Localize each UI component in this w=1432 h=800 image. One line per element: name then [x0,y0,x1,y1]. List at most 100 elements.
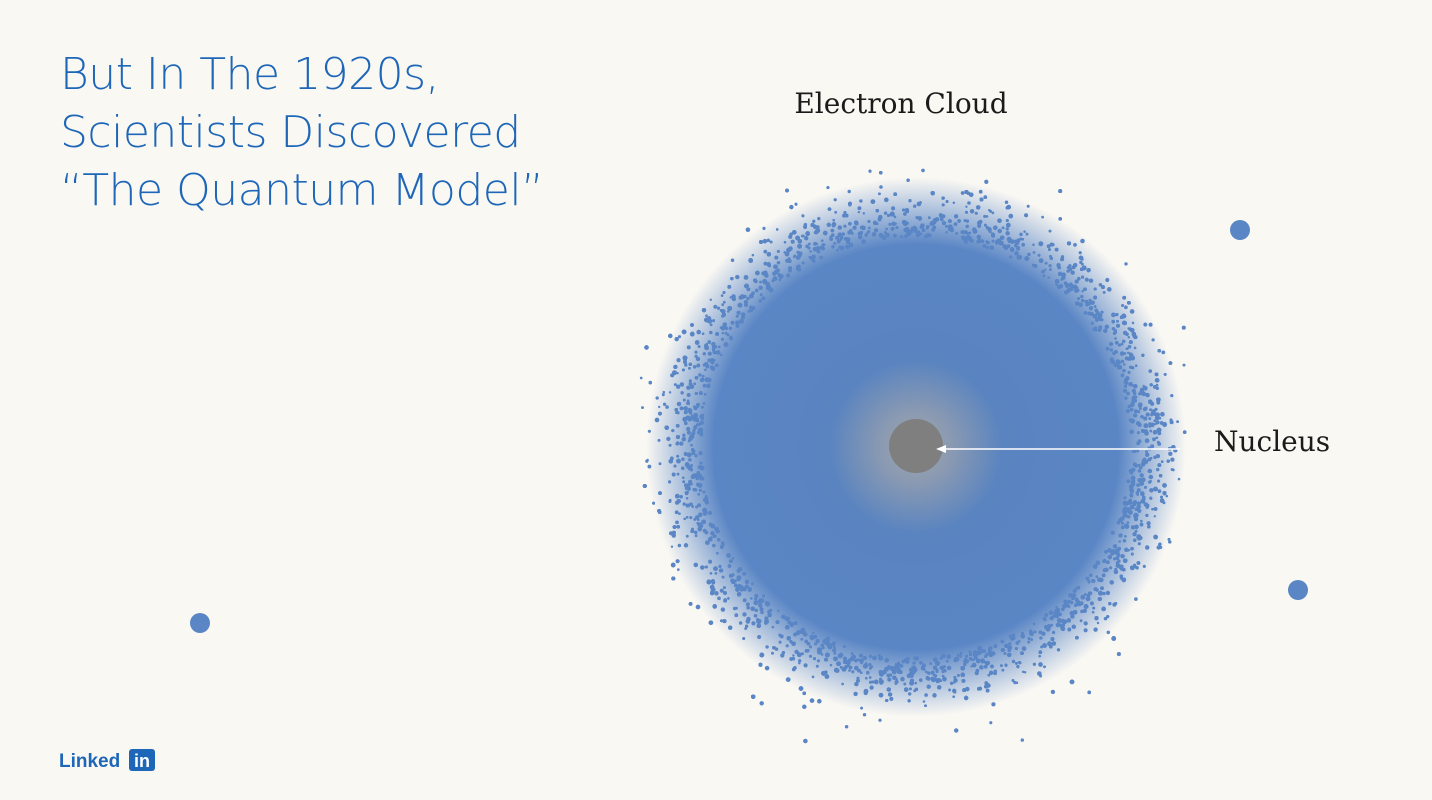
electron-dot [956,653,960,657]
electron-dot [980,239,985,244]
electron-dot [668,500,672,503]
electron-dot [1134,597,1138,601]
electron-dot [1136,501,1141,506]
electron-dot [717,306,720,310]
electron-dot [1163,373,1167,376]
electron-dot [848,242,854,248]
electron-dot [848,669,851,672]
electron-dot [1092,606,1096,610]
electron-dot [1049,616,1054,621]
electron-dot [1084,299,1089,304]
electron-dot [1004,645,1007,648]
electron-dot [758,603,763,608]
electron-dot [963,660,967,664]
electron-dot [960,191,965,195]
electron-dot [1129,504,1135,510]
electron-dot [1162,491,1167,496]
electron-dot [745,602,750,607]
electron-dot [689,384,695,389]
electron-dot [658,405,661,409]
electron-dot [959,655,962,658]
electron-dot [1137,410,1141,414]
electron-dot [908,199,912,203]
electron-dot [952,688,957,693]
electron-dot [708,559,713,564]
electron-dot [652,501,655,505]
electron-dot [695,423,699,427]
electron-dot [977,224,982,228]
electron-dot [1066,241,1072,246]
electron-dot [742,586,747,592]
electron-dot [1132,462,1137,467]
electron-dot [948,688,951,692]
electron-dot [1085,596,1091,602]
electron-dot [842,213,846,218]
electron-dot [796,265,799,268]
electron-dot [857,210,861,214]
electron-dot [789,232,793,236]
electron-dot [762,594,765,598]
electron-dot [639,376,643,380]
electron-dot [676,525,681,529]
electron-dot [1117,343,1122,347]
electron-dot [723,342,729,347]
electron-dot [693,406,698,411]
electron-dot [681,368,685,372]
electron-dot [794,649,799,654]
electron-dot [1074,603,1078,607]
electron-dot [959,652,963,655]
electron-dot [711,348,716,352]
electron-dot [675,520,679,525]
electron-dot [891,221,896,226]
electron-dot [844,725,849,729]
electron-dot [800,637,804,641]
electron-dot [1038,650,1043,655]
electron-dot [823,230,828,236]
electron-dot [683,452,688,456]
electron-dot [1154,378,1160,383]
electron-dot [1111,319,1115,324]
electron-dot [1118,533,1123,538]
electron-dot [697,492,700,496]
electron-dot [1115,313,1119,317]
electron-dot [729,559,733,564]
electron-dot [859,653,863,658]
electron-dot [990,232,995,237]
electron-dot [914,681,918,685]
electron-dot [1145,503,1150,508]
electron-dot [982,649,987,653]
electron-dot [1095,311,1100,316]
electron-dot [709,330,713,335]
electron-dot [945,230,948,234]
electron-dot [1127,300,1131,305]
electron-dot [696,518,700,522]
electron-dot [766,238,770,243]
electron-dot [1037,253,1041,257]
electron-dot [867,220,871,223]
electron-dot [710,360,715,365]
electron-dot [767,613,771,617]
electron-dot [1151,507,1154,511]
electron-dot [919,232,923,236]
electron-dot [1083,311,1088,315]
electron-dot [720,607,726,612]
electron-dot [862,656,867,661]
electron-dot [809,698,815,703]
electron-dot [696,470,700,475]
electron-dot [1144,452,1150,458]
electron-dot [1032,662,1037,666]
electron-dot [730,258,735,262]
electron-dot [893,192,898,197]
electron-dot [690,323,694,327]
electron-dot [1069,282,1073,286]
electron-dot [1033,630,1037,634]
electron-dot [1128,340,1133,344]
electron-dot [895,663,900,668]
electron-dot [735,314,739,318]
electron-dot [900,235,904,239]
electron-dot [919,678,923,682]
electron-dot [704,368,707,372]
electron-dot [1146,521,1151,526]
electron-dot [1081,289,1084,293]
electron-dot [682,433,686,437]
